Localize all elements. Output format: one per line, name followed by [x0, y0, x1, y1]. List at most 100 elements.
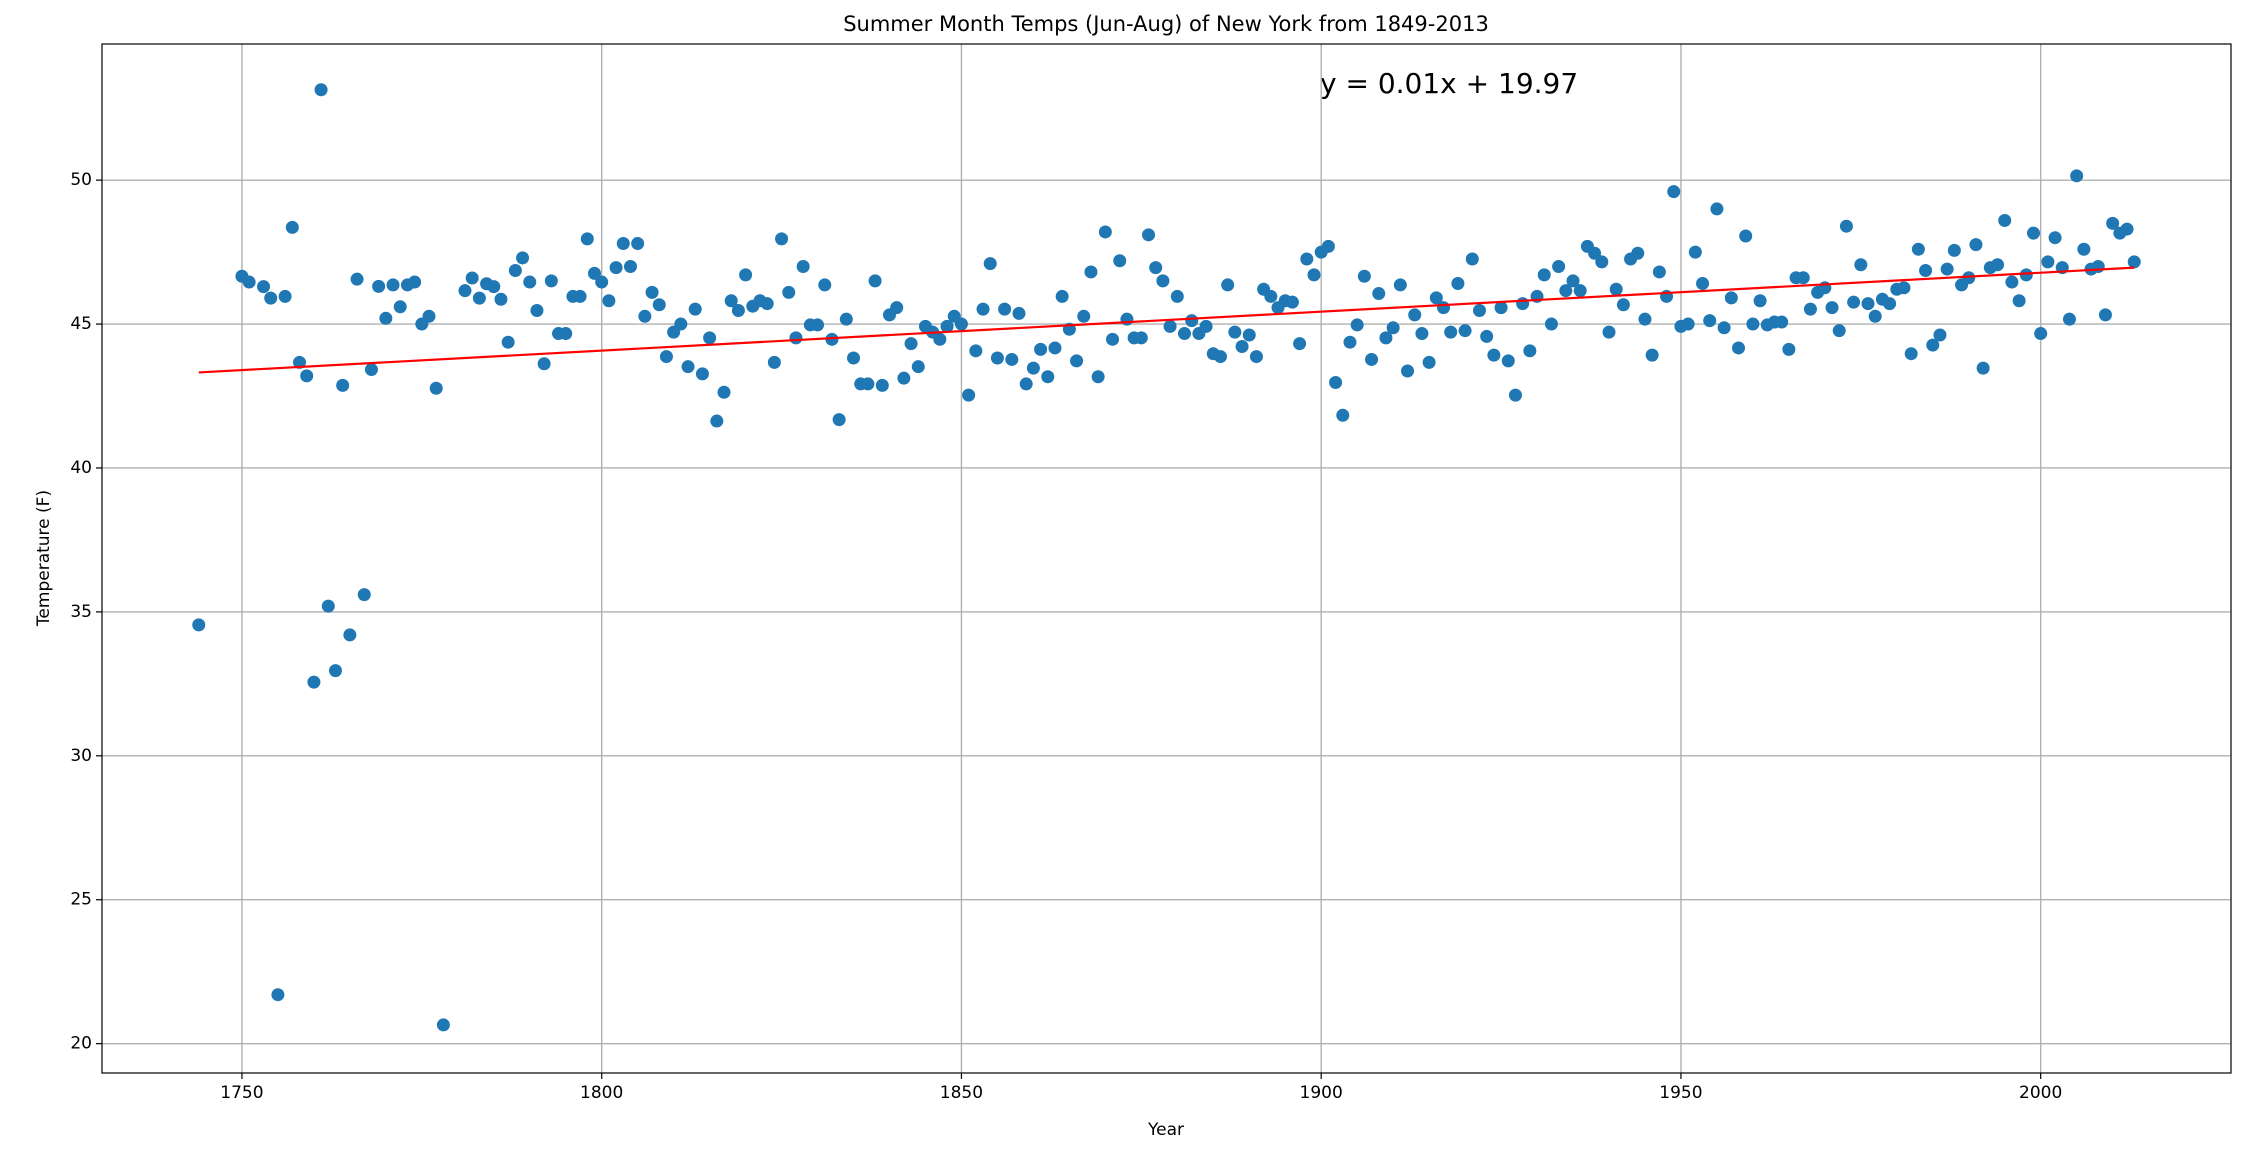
scatter-point: [1803, 302, 1817, 316]
trend-line: [198, 266, 2135, 374]
scatter-point: [465, 271, 479, 285]
scatter-point: [595, 275, 609, 289]
scatter-point: [1688, 245, 1702, 259]
scatter-point: [1847, 295, 1861, 309]
scatter-point: [847, 351, 861, 365]
scatter-point: [300, 369, 314, 383]
scatter-point: [1422, 355, 1436, 369]
scatter-point: [1379, 331, 1393, 345]
scatter-point: [2077, 242, 2091, 256]
scatter-point: [487, 280, 501, 294]
scatter-point: [364, 363, 378, 377]
scatter-point: [573, 289, 587, 303]
scatter-point: [652, 298, 666, 312]
scatter-point: [796, 259, 810, 273]
scatter-point: [192, 618, 206, 632]
scatter-point: [1616, 298, 1630, 312]
y-tick-label: 40: [70, 458, 92, 478]
scatter-point: [602, 294, 616, 308]
scatter-point: [537, 357, 551, 371]
x-tick-label: 1750: [220, 1083, 263, 1103]
scatter-point: [1213, 350, 1227, 364]
scatter-point: [1480, 329, 1494, 343]
scatter-point: [1437, 301, 1451, 315]
scatter-point: [1199, 319, 1213, 333]
scatter-point: [336, 378, 350, 392]
scatter-point: [1796, 271, 1810, 285]
scatter-point: [897, 371, 911, 385]
scatter-point: [983, 257, 997, 271]
scatter-point: [767, 355, 781, 369]
scatter-point: [1034, 342, 1048, 356]
scatter-point: [1969, 238, 1983, 252]
scatter-point: [314, 83, 328, 97]
scatter-point: [1041, 370, 1055, 384]
scatter-point: [1732, 341, 1746, 355]
scatter-point: [1026, 361, 1040, 375]
scatter-point: [731, 304, 745, 318]
scatter-point: [436, 1018, 450, 1032]
scatter-point: [1573, 284, 1587, 298]
scatter-point: [328, 664, 342, 678]
scatter-point: [954, 317, 968, 331]
scatter-point: [1991, 258, 2005, 272]
scatter-point: [1451, 276, 1465, 290]
scatter-point: [530, 304, 544, 318]
scatter-point: [1883, 297, 1897, 311]
scatter-point: [875, 378, 889, 392]
scatter-point: [2012, 294, 2026, 308]
scatter-point: [1552, 259, 1566, 273]
scatter-point: [1588, 246, 1602, 260]
scatter-point: [1170, 289, 1184, 303]
scatter-point: [1782, 342, 1796, 356]
scatter-point: [1494, 301, 1508, 315]
scatter-point: [1933, 328, 1947, 342]
scatter-point: [1070, 354, 1084, 368]
scatter-point: [1998, 213, 2012, 227]
scatter-point: [890, 301, 904, 315]
scatter-point: [818, 278, 832, 292]
scatter-point: [1854, 258, 1868, 272]
scatter-point: [1177, 327, 1191, 341]
scatter-point: [688, 302, 702, 316]
scatter-point: [516, 251, 530, 265]
y-tick-label: 20: [70, 1034, 92, 1054]
scatter-point: [293, 355, 307, 369]
scatter-point: [2106, 216, 2120, 230]
scatter-point: [1307, 268, 1321, 282]
scatter-point: [1142, 228, 1156, 242]
scatter-point: [1048, 341, 1062, 355]
scatter-point: [1753, 294, 1767, 308]
scatter-point: [1904, 347, 1918, 361]
scatter-point: [1897, 281, 1911, 295]
scatter-point: [472, 291, 486, 305]
scatter-point: [1832, 324, 1846, 338]
scatter-point: [1681, 317, 1695, 331]
scatter-point: [1472, 304, 1486, 318]
scatter-point: [2062, 312, 2076, 326]
chart-title: Summer Month Temps (Jun-Aug) of New York…: [843, 12, 1489, 36]
scatter-point: [1919, 264, 1933, 278]
scatter-point: [1458, 324, 1472, 338]
scatter-point: [998, 302, 1012, 316]
scatter-point: [1329, 375, 1343, 389]
scatter-point: [1285, 295, 1299, 309]
scatter-point: [1602, 325, 1616, 339]
scatter-point: [2091, 259, 2105, 273]
scatter-point: [1544, 317, 1558, 331]
scatter-point: [1724, 291, 1738, 305]
scatter-point: [1242, 328, 1256, 342]
scatter-point: [638, 309, 652, 323]
scatter-point: [1559, 284, 1573, 298]
x-tick-label: 1950: [1659, 1083, 1702, 1103]
scatter-point: [1566, 274, 1580, 288]
scatter-point: [1868, 309, 1882, 323]
scatter-point: [703, 331, 717, 345]
scatter-point: [811, 318, 825, 332]
scatter-point: [1221, 278, 1235, 292]
scatter-point: [674, 317, 688, 331]
scatter-point: [1228, 325, 1242, 339]
scatter-point: [1185, 314, 1199, 328]
y-tick-label: 25: [70, 890, 92, 910]
